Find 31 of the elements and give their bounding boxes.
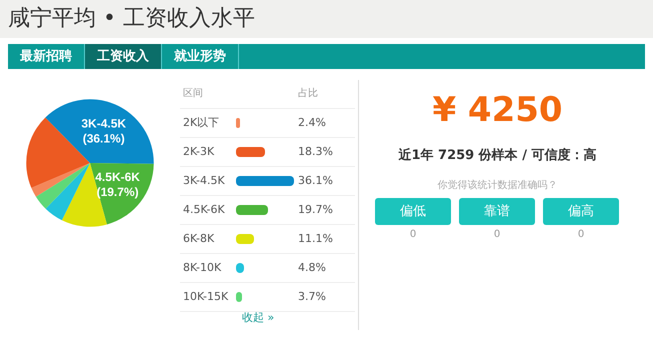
- text: 靠谱: [459, 198, 535, 225]
- legend-label: 10K-15K: [183, 289, 228, 305]
- legend-label: 4.5K-6K: [183, 202, 225, 218]
- text: ¥ 4250: [431, 90, 564, 130]
- text: 收起 »: [242, 310, 274, 325]
- text: 0: [408, 229, 418, 240]
- text: 占比: [298, 86, 318, 101]
- text: 11.1%: [298, 231, 333, 247]
- text: 偏高: [543, 198, 619, 225]
- text: 工资收入: [85, 44, 162, 69]
- text: 19.7%: [298, 202, 333, 218]
- text: 3.7%: [298, 289, 326, 305]
- legend-label: 8K-10K: [183, 260, 222, 276]
- text: 近1年 7259 份样本 / 可信度：高: [397, 146, 598, 164]
- text: 18.3%: [298, 144, 333, 160]
- text: 偏低: [375, 198, 451, 225]
- text: 最新招聘: [8, 44, 85, 69]
- text: 2.4%: [298, 115, 326, 131]
- text: 36.1%: [298, 173, 333, 189]
- text: 就业形势: [162, 44, 239, 69]
- slice-label: 3K-4.5K: [183, 173, 225, 189]
- chart-title: 咸宁平均 • 工资收入水平: [0, 0, 653, 38]
- legend-label: 6K-8K: [183, 231, 214, 247]
- legend-label: 2K以下: [183, 115, 220, 131]
- text: 区间: [183, 87, 203, 101]
- data-label: 3K-4.5K (36.1%): [81, 116, 126, 146]
- text: 你觉得该统计数据准确吗？: [436, 178, 558, 192]
- text: 0: [576, 229, 586, 240]
- text: 4.8%: [298, 260, 326, 276]
- text: 0: [492, 229, 502, 240]
- legend-label: 2K-3K: [183, 144, 214, 160]
